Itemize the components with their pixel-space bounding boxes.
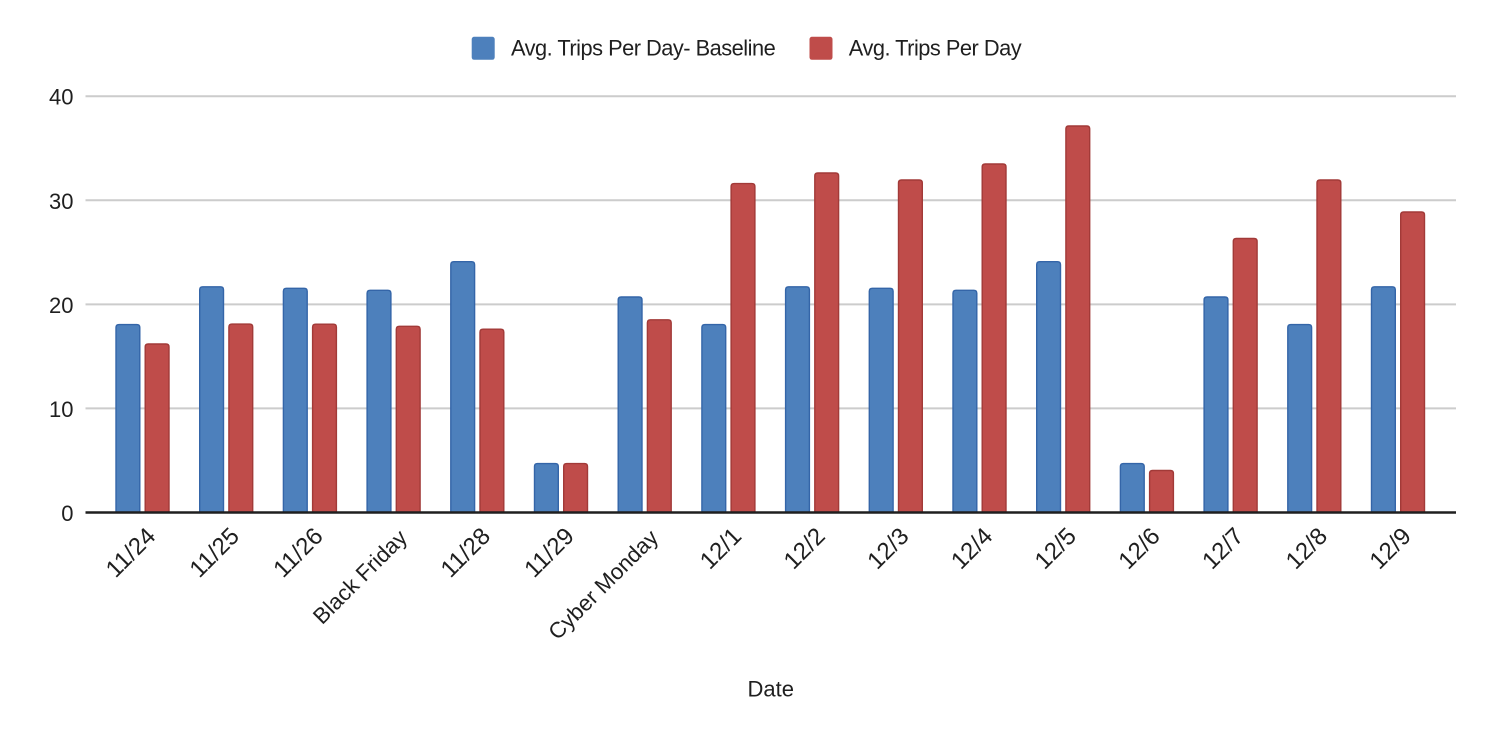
svg-text:Date: Date <box>747 676 793 701</box>
svg-text:40: 40 <box>49 85 73 110</box>
svg-text:30: 30 <box>49 189 73 214</box>
svg-text:Avg. Trips Per Day- Baseline: Avg. Trips Per Day- Baseline <box>511 35 776 60</box>
svg-text:Avg. Trips Per Day: Avg. Trips Per Day <box>849 35 1022 60</box>
svg-text:20: 20 <box>49 293 73 318</box>
svg-text:0: 0 <box>61 501 73 526</box>
svg-text:10: 10 <box>49 397 73 422</box>
